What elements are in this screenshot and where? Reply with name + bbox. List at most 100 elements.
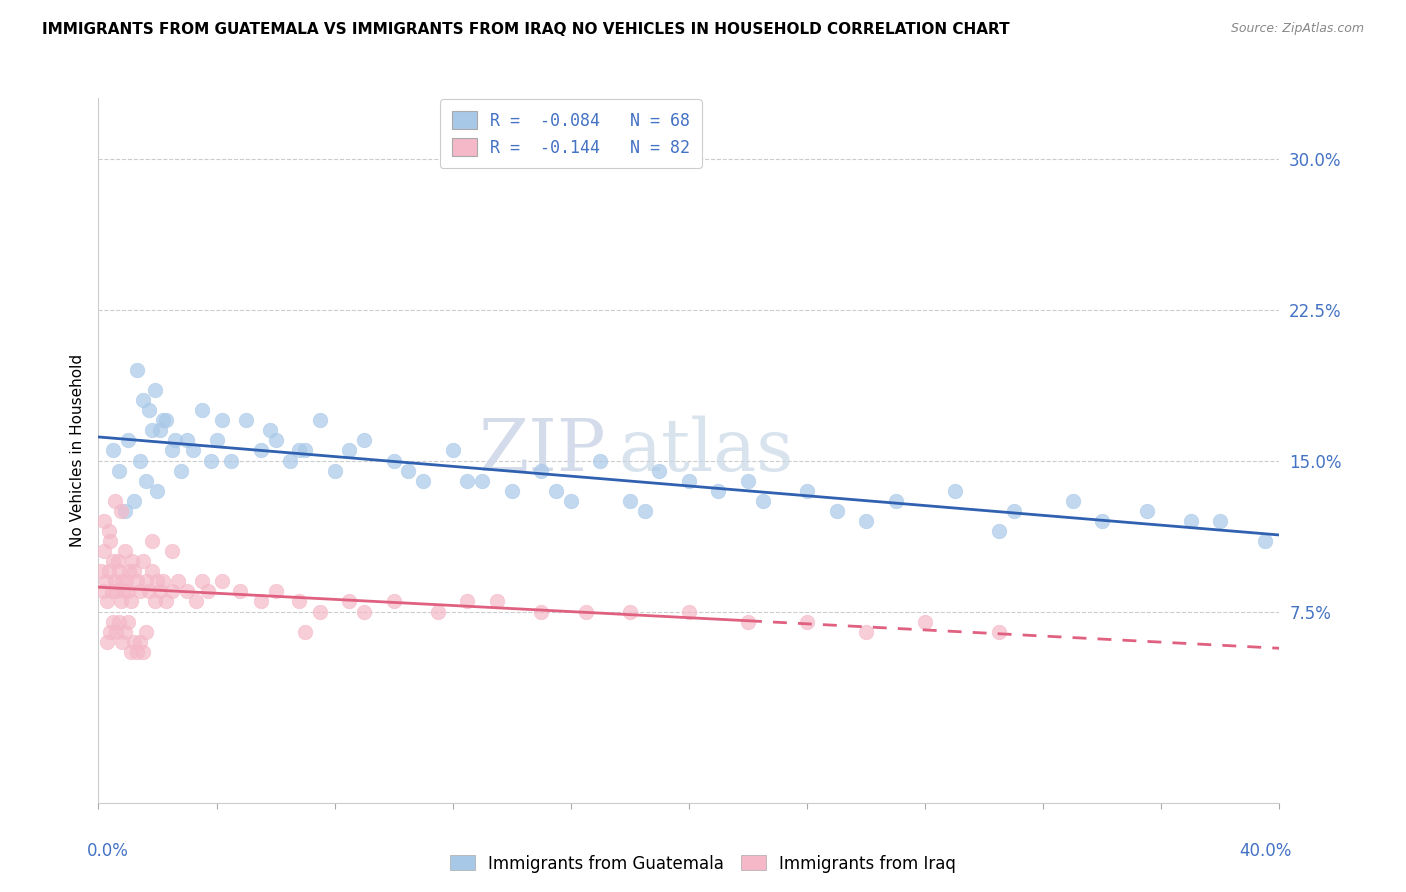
Point <box>98 624 121 639</box>
Point <box>457 474 479 488</box>
Point <box>152 413 174 427</box>
Point <box>825 504 848 518</box>
Point <box>184 594 207 608</box>
Point <box>988 624 1011 639</box>
Point <box>619 493 641 508</box>
Point <box>117 584 139 599</box>
Point <box>97 564 120 578</box>
Point <box>988 524 1011 538</box>
Point <box>560 493 582 508</box>
Point <box>200 453 222 467</box>
Point <box>114 544 136 558</box>
Point <box>884 493 907 508</box>
Point <box>110 504 132 518</box>
Point <box>855 514 877 528</box>
Point <box>796 483 818 498</box>
Point <box>471 474 494 488</box>
Point <box>167 574 190 589</box>
Point <box>117 434 139 448</box>
Point <box>353 605 375 619</box>
Point <box>1136 504 1159 518</box>
Point <box>211 413 233 427</box>
Point <box>108 615 131 629</box>
Point <box>114 504 136 518</box>
Point <box>280 453 302 467</box>
Point <box>382 594 405 608</box>
Point <box>125 574 148 589</box>
Point <box>546 483 568 498</box>
Point <box>120 645 142 659</box>
Point <box>264 434 287 448</box>
Point <box>91 584 114 599</box>
Point <box>132 645 155 659</box>
Point <box>128 584 150 599</box>
Point <box>162 584 183 599</box>
Point <box>103 554 125 568</box>
Point <box>143 383 166 397</box>
Point <box>135 624 157 639</box>
Point <box>294 624 316 639</box>
Point <box>141 423 163 437</box>
Text: 40.0%: 40.0% <box>1239 841 1291 860</box>
Point <box>211 574 233 589</box>
Point <box>97 524 120 538</box>
Point <box>530 464 553 478</box>
Point <box>205 434 228 448</box>
Point <box>412 474 434 488</box>
Point <box>115 574 138 589</box>
Point <box>288 594 311 608</box>
Point <box>143 594 166 608</box>
Point <box>146 483 169 498</box>
Text: IMMIGRANTS FROM GUATEMALA VS IMMIGRANTS FROM IRAQ NO VEHICLES IN HOUSEHOLD CORRE: IMMIGRANTS FROM GUATEMALA VS IMMIGRANTS … <box>42 22 1010 37</box>
Point <box>122 564 145 578</box>
Point <box>250 443 273 458</box>
Point <box>197 584 219 599</box>
Point <box>132 554 155 568</box>
Point <box>125 363 148 377</box>
Point <box>122 493 145 508</box>
Point <box>796 615 818 629</box>
Point <box>943 483 966 498</box>
Point <box>589 453 612 467</box>
Point <box>162 544 183 558</box>
Point <box>191 574 214 589</box>
Point <box>1180 514 1202 528</box>
Point <box>634 504 657 518</box>
Point <box>259 423 281 437</box>
Point <box>108 464 131 478</box>
Point <box>441 443 464 458</box>
Point <box>288 443 311 458</box>
Point <box>1091 514 1114 528</box>
Point <box>165 434 187 448</box>
Point <box>128 453 150 467</box>
Point <box>181 443 204 458</box>
Point <box>118 564 141 578</box>
Point <box>114 624 136 639</box>
Point <box>176 434 198 448</box>
Point <box>678 605 700 619</box>
Point <box>93 544 115 558</box>
Text: Source: ZipAtlas.com: Source: ZipAtlas.com <box>1230 22 1364 36</box>
Point <box>235 413 257 427</box>
Point <box>149 423 172 437</box>
Point <box>457 594 479 608</box>
Point <box>294 443 316 458</box>
Point <box>162 443 183 458</box>
Point <box>138 584 160 599</box>
Point <box>170 464 193 478</box>
Point <box>1002 504 1025 518</box>
Point <box>339 443 361 458</box>
Point <box>146 574 169 589</box>
Point <box>737 615 759 629</box>
Point <box>155 594 177 608</box>
Point <box>155 413 177 427</box>
Point <box>96 594 118 608</box>
Point <box>135 474 157 488</box>
Point <box>104 493 127 508</box>
Point <box>309 413 332 427</box>
Point <box>1254 534 1277 549</box>
Point <box>111 574 134 589</box>
Point <box>132 393 155 408</box>
Point <box>229 584 252 599</box>
Point <box>98 534 121 549</box>
